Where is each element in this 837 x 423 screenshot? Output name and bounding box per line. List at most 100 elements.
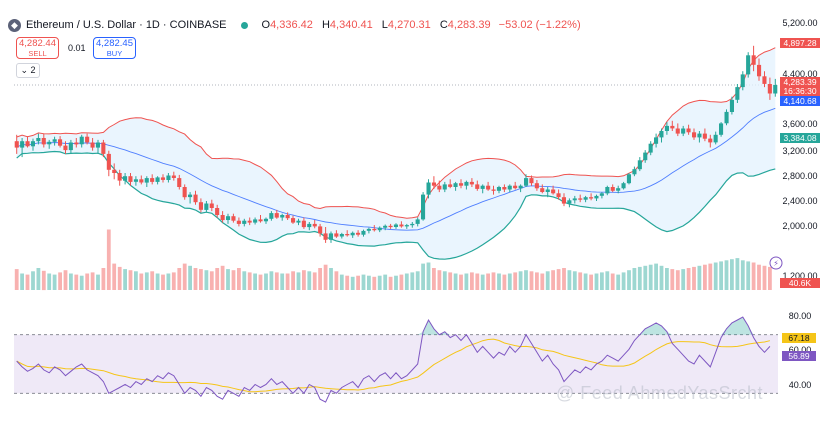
symbol-title[interactable]: Ethereum / U.S. Dollar · 1D · COINBASE xyxy=(26,19,227,31)
candle xyxy=(616,185,621,194)
volume-bar xyxy=(264,273,268,290)
candle-body xyxy=(90,142,95,148)
volume-bar xyxy=(535,272,539,290)
candle xyxy=(475,180,480,191)
candle-body xyxy=(529,178,534,184)
ohlc-close-value: 4,283.39 xyxy=(447,19,491,31)
candle-body xyxy=(561,197,566,204)
candle xyxy=(567,198,572,208)
candle-body xyxy=(58,139,63,146)
sell-price: 4,282.44 xyxy=(19,38,56,49)
volume-bar xyxy=(323,264,328,290)
volume-bar xyxy=(106,229,111,290)
volume-bar xyxy=(594,273,599,290)
candle-body xyxy=(404,225,409,227)
candle-body xyxy=(182,187,187,198)
candle xyxy=(182,184,187,200)
volume-bar xyxy=(356,275,360,290)
volume-bar xyxy=(740,260,745,290)
rsi-label-text: 56.89 xyxy=(788,351,810,361)
sell-button[interactable]: 4,282.44 SELL xyxy=(16,37,59,59)
price-label-box xyxy=(780,133,820,143)
volume-bar xyxy=(372,276,377,290)
volume-bar xyxy=(20,273,24,290)
volume-bar xyxy=(150,271,155,290)
candle xyxy=(123,173,128,185)
candle-body xyxy=(545,189,550,192)
candle xyxy=(518,184,523,193)
candle-body xyxy=(280,215,285,218)
candle xyxy=(589,193,594,201)
price-label: 4,897.28 xyxy=(780,38,820,48)
volume-bar xyxy=(681,269,686,290)
candle-body xyxy=(540,188,545,192)
candle-body xyxy=(312,223,317,227)
candle-body xyxy=(491,189,496,191)
ohlc-high-key: H xyxy=(321,19,330,31)
candle-body xyxy=(318,226,323,234)
candle-body xyxy=(681,128,686,134)
candle-body xyxy=(626,174,631,184)
candle-body xyxy=(469,181,474,185)
candle-body xyxy=(518,185,523,189)
candle xyxy=(605,185,610,196)
lightning-icon-glyph: ⚡ xyxy=(773,259,779,268)
indicators-toggle[interactable]: ⌄ 2 xyxy=(16,63,40,78)
candle-body xyxy=(177,178,182,187)
volume-bar xyxy=(367,275,371,290)
candle-body xyxy=(448,184,453,187)
candle xyxy=(626,173,631,185)
candle-body xyxy=(372,228,377,231)
chart-header: ◆ Ethereum / U.S. Dollar · 1D · COINBASE… xyxy=(8,17,581,33)
volume-bar xyxy=(69,273,73,290)
candle-body xyxy=(41,138,46,145)
candle xyxy=(692,128,697,140)
candle-body xyxy=(410,223,415,226)
candle xyxy=(350,231,355,238)
candle-body xyxy=(52,139,57,142)
candle xyxy=(724,109,729,126)
candle xyxy=(150,174,155,185)
candle xyxy=(139,175,144,185)
volume-bar xyxy=(399,274,404,290)
volume-bar xyxy=(388,276,393,290)
ohlc-open-value: 4,336.42 xyxy=(270,19,313,31)
price-label-text: 40.6K xyxy=(789,278,812,288)
candle xyxy=(47,139,52,149)
candle xyxy=(681,125,686,137)
candle-body xyxy=(643,152,648,161)
volume-bar xyxy=(513,272,518,290)
candle-body xyxy=(117,173,122,181)
candle xyxy=(708,134,713,148)
candle-body xyxy=(150,178,155,182)
volume-bar xyxy=(572,271,577,290)
volume-bar xyxy=(139,273,144,290)
price-label-text: 4,140.68 xyxy=(783,96,816,106)
volume-bar xyxy=(161,274,165,290)
volume-bar xyxy=(36,268,41,290)
candle-body xyxy=(659,131,664,138)
candle-body xyxy=(350,232,355,236)
candle xyxy=(621,181,626,190)
candle-body xyxy=(486,185,491,190)
rsi-label-box xyxy=(782,333,816,343)
buy-button[interactable]: 4,282.45 BUY xyxy=(93,37,136,59)
candle-body xyxy=(572,198,577,201)
candle-body xyxy=(236,220,241,224)
candle xyxy=(643,150,648,163)
volume-bar xyxy=(719,261,723,290)
indicators-count: 2 xyxy=(30,65,36,75)
candle xyxy=(356,230,361,237)
candle xyxy=(729,96,734,115)
volume-bar xyxy=(112,263,117,290)
volume-bar xyxy=(296,272,301,290)
candle-body xyxy=(502,187,507,190)
candle xyxy=(220,211,225,223)
candle-body xyxy=(296,220,301,223)
candle-body xyxy=(198,202,203,210)
volume-bar xyxy=(291,271,295,290)
candle xyxy=(318,223,323,237)
volume-bar xyxy=(144,272,149,290)
volume-bar xyxy=(589,274,593,290)
